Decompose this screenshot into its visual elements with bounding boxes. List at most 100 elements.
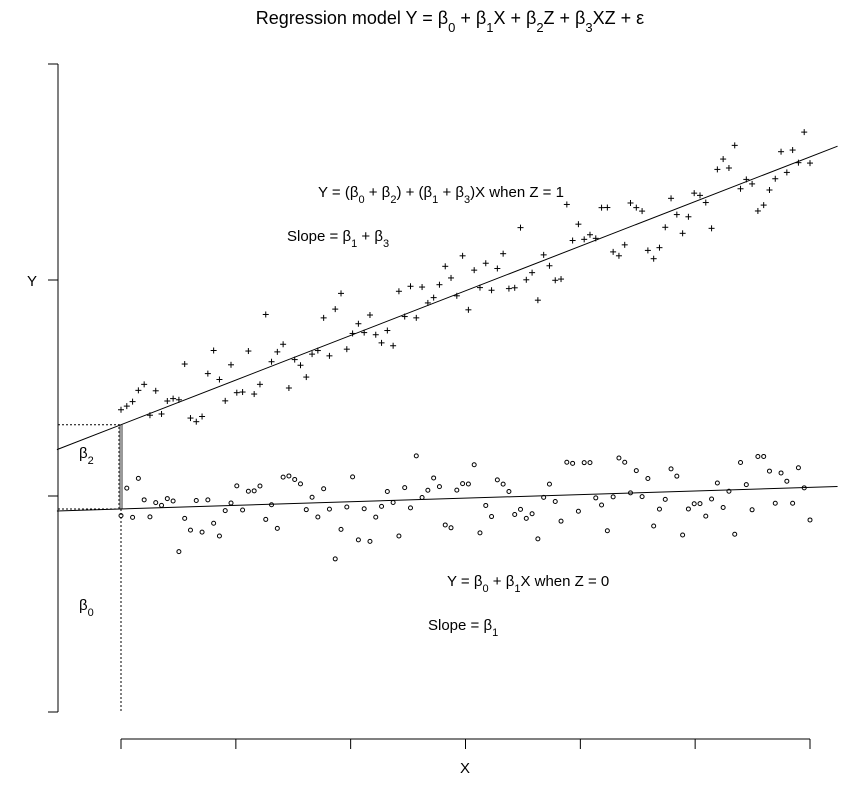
point-z0 — [321, 486, 327, 492]
point-z0 — [500, 481, 506, 487]
point-z0 — [604, 528, 610, 534]
point-z0 — [240, 507, 246, 513]
point-z0 — [755, 453, 761, 459]
point-z1 — [749, 180, 756, 187]
point-z0 — [726, 488, 732, 494]
point-z1 — [280, 341, 287, 348]
point-z1 — [390, 342, 397, 349]
point-z0 — [651, 523, 657, 529]
point-z1 — [401, 313, 408, 320]
point-z1 — [164, 397, 171, 404]
point-z0 — [309, 494, 315, 500]
point-z1 — [615, 252, 622, 259]
point-z1 — [326, 352, 333, 359]
point-z1 — [407, 283, 414, 290]
reference-lines — [58, 424, 123, 712]
point-z1 — [141, 381, 148, 388]
point-z1 — [256, 381, 263, 388]
x-axis-label: X — [460, 760, 470, 777]
point-z1 — [691, 190, 698, 197]
point-z1 — [291, 356, 298, 363]
point-z0 — [297, 481, 303, 487]
x-axis: X — [120, 738, 811, 777]
point-z0 — [164, 496, 170, 502]
point-z1 — [268, 358, 275, 365]
point-z0 — [182, 515, 188, 521]
point-z1 — [175, 396, 182, 403]
point-z1 — [170, 395, 177, 402]
point-z0 — [471, 462, 477, 468]
point-z0 — [407, 505, 413, 511]
point-z1 — [546, 262, 553, 269]
point-z1 — [714, 166, 721, 173]
point-z0 — [529, 511, 535, 517]
regression-lines — [56, 145, 838, 512]
point-z0 — [570, 460, 576, 466]
point-z0 — [639, 494, 645, 500]
point-z1 — [494, 265, 501, 272]
point-z1 — [708, 225, 715, 232]
point-z1 — [511, 284, 518, 291]
point-z1 — [204, 370, 211, 377]
chart-title: Regression model Y = β0 + β1X + β2Z + β3… — [256, 8, 644, 35]
point-z1 — [245, 348, 252, 355]
point-z1 — [563, 201, 570, 208]
point-z0 — [159, 502, 165, 508]
point-z1 — [413, 314, 420, 321]
point-z0 — [778, 470, 784, 476]
point-z0 — [326, 506, 332, 512]
point-z0 — [245, 488, 251, 494]
point-z1 — [181, 361, 188, 368]
point-z1 — [274, 348, 281, 355]
point-z0 — [379, 503, 385, 509]
point-z0 — [512, 511, 518, 517]
point-z0 — [286, 473, 292, 479]
point-z1 — [760, 202, 767, 209]
point-z0 — [222, 508, 228, 514]
point-z0 — [685, 506, 691, 512]
point-z0 — [361, 506, 367, 512]
point-z1 — [199, 413, 206, 420]
point-z1 — [135, 387, 142, 394]
points-z1 — [118, 129, 813, 425]
point-z0 — [749, 507, 755, 513]
point-z0 — [170, 498, 176, 504]
point-z1 — [471, 267, 478, 274]
point-z0 — [674, 473, 680, 479]
point-z0 — [575, 508, 581, 514]
point-z1 — [355, 320, 362, 327]
point-z0 — [124, 485, 130, 491]
point-z0 — [593, 495, 599, 501]
point-z0 — [436, 484, 442, 490]
points-z0 — [118, 453, 813, 562]
point-z0 — [546, 481, 552, 487]
point-z1 — [633, 204, 640, 211]
point-z0 — [130, 514, 136, 520]
point-z1 — [685, 213, 692, 220]
point-z1 — [251, 391, 258, 398]
point-z1 — [656, 244, 663, 251]
point-z1 — [696, 192, 703, 199]
point-z0 — [367, 538, 373, 544]
point-z1 — [662, 224, 669, 231]
point-z0 — [153, 500, 159, 506]
point-z0 — [564, 459, 570, 465]
point-z1 — [783, 169, 790, 176]
point-z0 — [292, 476, 298, 482]
z0-slope-label: Slope = β1 — [428, 617, 498, 639]
point-z1 — [146, 412, 153, 419]
beta0-label: β0 — [79, 597, 94, 619]
point-z0 — [807, 517, 813, 523]
point-z0 — [402, 485, 408, 491]
point-z1 — [395, 288, 402, 295]
point-z1 — [586, 231, 593, 238]
point-z1 — [500, 250, 507, 257]
point-z1 — [465, 306, 472, 313]
y-axis: Y — [27, 63, 59, 713]
point-z1 — [442, 263, 449, 270]
point-z0 — [344, 504, 350, 510]
y-ticks — [48, 63, 58, 713]
point-z1 — [650, 255, 657, 262]
point-z1 — [193, 418, 200, 425]
point-z1 — [668, 195, 675, 202]
